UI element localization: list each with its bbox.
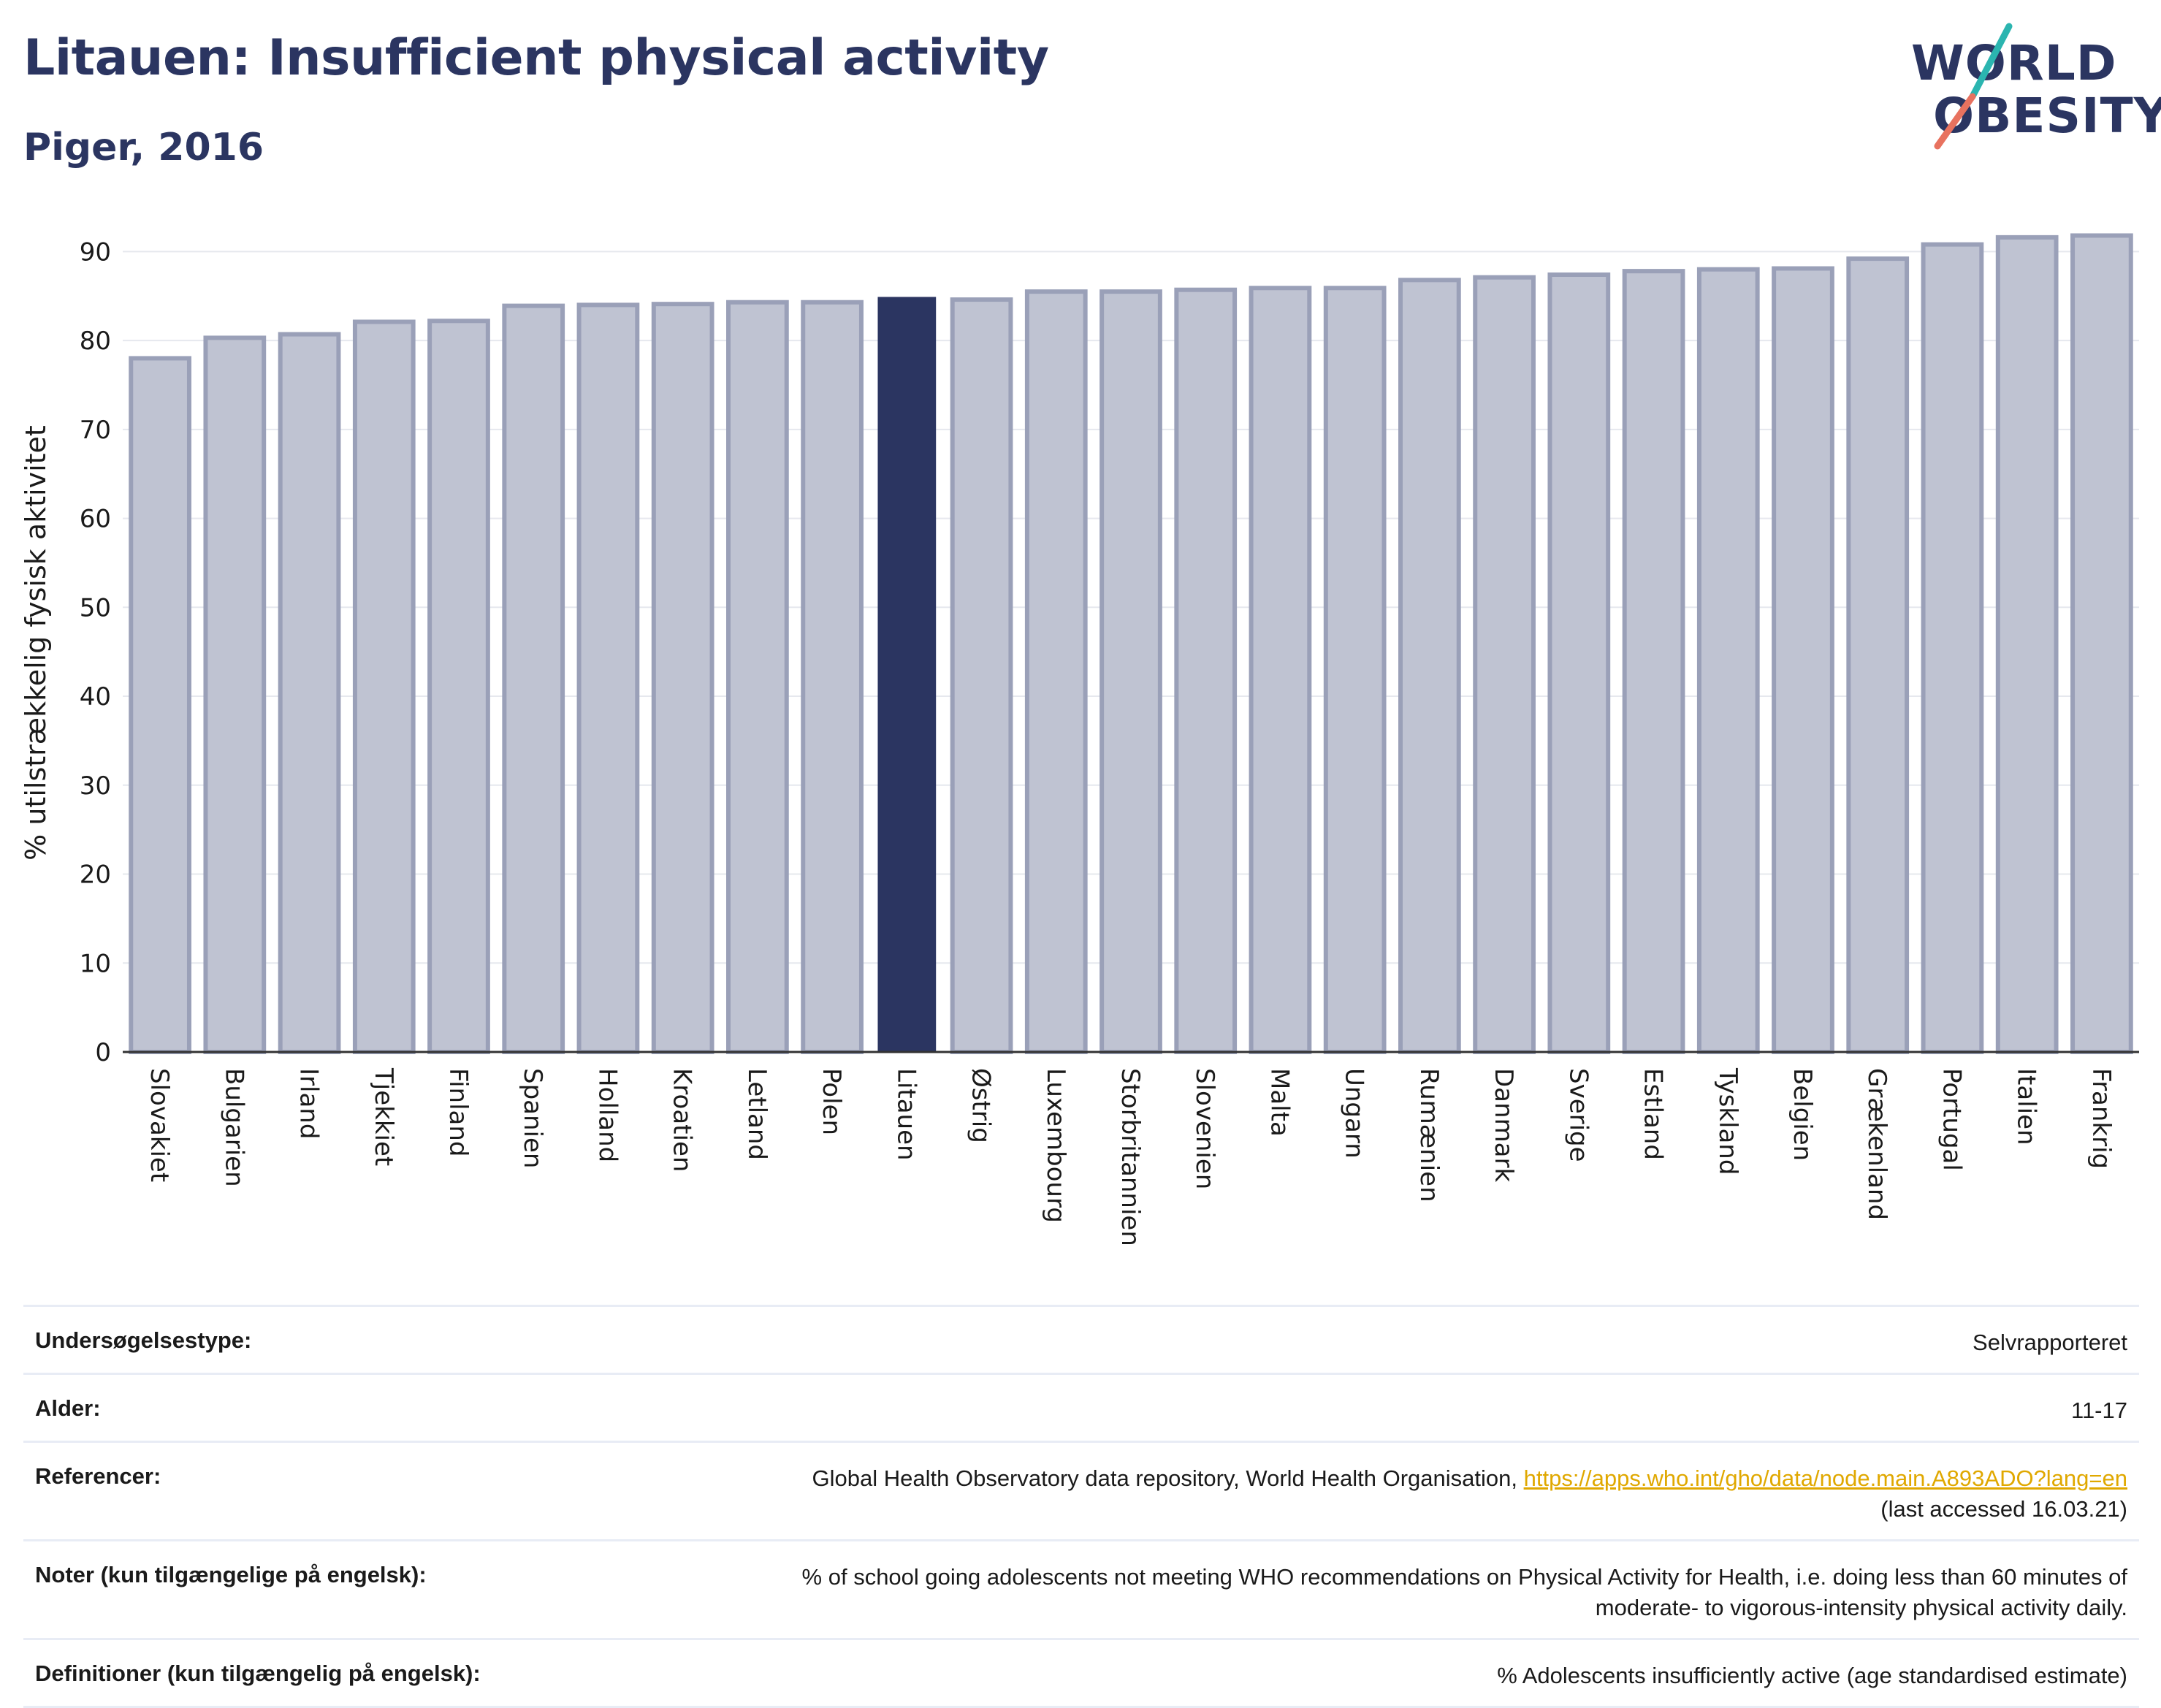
bar-tjekkiet	[352, 319, 416, 1055]
y-tick-label: 40	[80, 682, 111, 712]
page-subtitle: Piger, 2016	[23, 126, 264, 169]
x-tick-label: Portugal	[1937, 1068, 1966, 1171]
bar-portugal	[1921, 242, 1984, 1055]
x-tick-label: Holland	[592, 1068, 622, 1162]
metadata-table: Undersøgelsestype: Selvrapporteret Alder…	[23, 1305, 2139, 1708]
x-tick-label: Finland	[443, 1068, 473, 1157]
x-tick-label: Letland	[742, 1068, 771, 1160]
y-axis-label: % utilstrækkelig fysisk aktivitet	[20, 425, 52, 861]
y-tick-label: 20	[80, 861, 111, 890]
meta-value: % of school going adolescents not meetin…	[802, 1562, 2127, 1623]
notes-line-1: % of school going adolescents not meetin…	[801, 1564, 2127, 1590]
meta-value: 11-17	[2071, 1398, 2127, 1423]
world-obesity-logo: WORLD OBESITY	[1899, 20, 2161, 159]
meta-row-references: Referencer: Global Health Observatory da…	[23, 1441, 2139, 1539]
meta-row-age: Alder: 11-17	[23, 1373, 2139, 1441]
bar-spanien	[502, 303, 565, 1054]
bar-storbritannien	[1099, 289, 1162, 1054]
notes-line-2: moderate- to vigorous-intensity physical…	[1595, 1595, 2127, 1620]
logo-line-1: WORLD	[1911, 35, 2117, 91]
x-tick-label: Slovenien	[1190, 1068, 1219, 1189]
y-tick-label: 10	[80, 949, 111, 978]
x-tick-label: Ungarn	[1340, 1068, 1369, 1159]
meta-value: Selvrapporteret	[1973, 1330, 2127, 1355]
x-tick-label: Grækenland	[1862, 1068, 1891, 1220]
bar-grækenland	[1846, 256, 1910, 1055]
bar-belgien	[1772, 266, 1834, 1054]
bar-polen	[801, 300, 864, 1054]
bar-frankrig	[2070, 233, 2133, 1054]
bar-chart: 0 10 20 30 40 50 60 70 80 90 % utilstrækkelig fysi…	[20, 233, 2139, 1246]
x-tick-label: Estland	[1639, 1068, 1668, 1160]
meta-key: Undersøgelsestype:	[35, 1327, 252, 1353]
meta-row-notes: Noter (kun tilgængelige på engelsk): % o…	[23, 1539, 2139, 1638]
x-tick-label: Tyskland	[1713, 1067, 1742, 1175]
x-tick-label: Østrig	[967, 1068, 996, 1143]
meta-key: Alder:	[35, 1395, 101, 1421]
y-tick-label: 80	[80, 327, 111, 356]
x-tick-label: Bulgarien	[219, 1068, 248, 1187]
x-tick-label: Irland	[294, 1068, 324, 1139]
bar-irland	[278, 332, 341, 1054]
meta-value: Global Health Observatory data repositor…	[812, 1463, 2127, 1525]
bar-slovakiet	[129, 356, 191, 1055]
x-tick-label: Frankrig	[2086, 1068, 2116, 1169]
x-tick-label: Spanien	[518, 1068, 547, 1168]
bar-malta	[1249, 286, 1312, 1054]
x-tick-label: Polen	[817, 1068, 846, 1135]
x-tick-label: Sverige	[1563, 1068, 1593, 1162]
bar-luxembourg	[1024, 289, 1088, 1054]
bar-bulgarien	[203, 335, 267, 1055]
bar-slovenien	[1174, 287, 1238, 1054]
y-tick-label: 0	[95, 1038, 111, 1067]
page-title: Litauen: Insufficient physical activity	[23, 29, 1049, 87]
y-tick-label: 90	[80, 237, 111, 267]
x-tick-label: Litauen	[891, 1068, 921, 1161]
x-tick-label: Storbritannien	[1116, 1068, 1145, 1246]
meta-key: Referencer:	[35, 1463, 161, 1489]
bar-finland	[427, 319, 490, 1055]
bar-letland	[726, 300, 789, 1054]
bar-estland	[1622, 269, 1685, 1054]
logo-slash-icon	[1934, 23, 2013, 150]
x-tick-label: Belgien	[1788, 1068, 1817, 1161]
reference-link[interactable]: https://apps.who.int/gho/data/node.main.…	[1523, 1465, 2127, 1491]
bar-italien	[1995, 235, 2059, 1055]
bar-litauen	[877, 297, 937, 1052]
x-tick-label: Danmark	[1489, 1068, 1518, 1182]
reference-accessed: (last accessed 16.03.21)	[1880, 1496, 2127, 1522]
y-tick-label: 60	[80, 505, 111, 534]
bar-rumænien	[1398, 278, 1461, 1055]
x-tick-label: Italien	[2012, 1068, 2041, 1145]
y-tick-label: 30	[80, 771, 111, 801]
y-tick-label: 50	[80, 593, 111, 622]
meta-key: Noter (kun tilgængelige på engelsk):	[35, 1562, 427, 1587]
bar-tyskland	[1696, 267, 1760, 1054]
meta-key: Definitioner (kun tilgængelig på engelsk…	[35, 1661, 481, 1686]
x-tick-label: Malta	[1265, 1068, 1294, 1137]
x-tick-label: Kroatien	[668, 1068, 697, 1172]
bar-danmark	[1473, 275, 1536, 1054]
meta-value: % Adolescents insufficiently active (age…	[1497, 1663, 2127, 1688]
bar-ungarn	[1323, 286, 1387, 1054]
x-tick-label: Rumænien	[1414, 1068, 1444, 1202]
bar-holland	[576, 302, 640, 1055]
x-tick-label: Tjekkiet	[369, 1067, 398, 1166]
reference-text: Global Health Observatory data repositor…	[812, 1465, 1524, 1491]
bar-kroatien	[651, 302, 714, 1055]
x-tick-label: Luxembourg	[1041, 1068, 1070, 1223]
bar-østrig	[950, 297, 1013, 1055]
meta-row-survey-type: Undersøgelsestype: Selvrapporteret	[23, 1305, 2139, 1373]
x-tick-label: Slovakiet	[145, 1068, 174, 1182]
bar-sverige	[1547, 272, 1611, 1054]
meta-row-definitions: Definitioner (kun tilgængelig på engelsk…	[23, 1638, 2139, 1708]
y-tick-label: 70	[80, 416, 111, 445]
